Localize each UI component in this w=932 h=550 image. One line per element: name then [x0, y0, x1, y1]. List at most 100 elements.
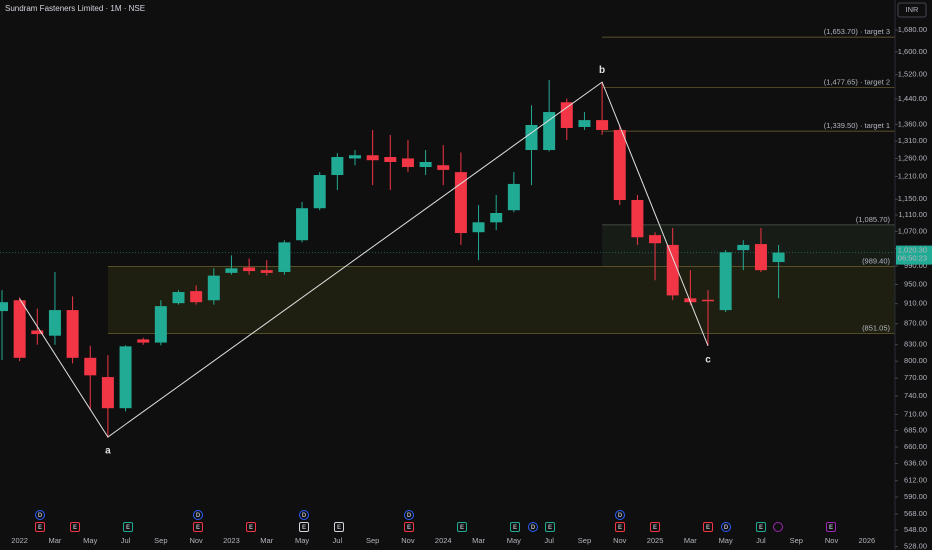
candle-body — [472, 222, 485, 233]
x-tick-label: May — [83, 536, 97, 545]
x-tick-label: Nov — [825, 536, 839, 545]
event-icon — [299, 510, 309, 520]
candle-body — [48, 310, 61, 336]
y-tick-label: 910.00 — [904, 299, 927, 308]
candle-body — [437, 165, 450, 170]
event-label: E — [759, 525, 763, 531]
event-icon — [528, 522, 538, 532]
y-tick-label: 1,600.00 — [898, 47, 927, 56]
candle-body — [719, 252, 732, 311]
candle-body — [454, 172, 467, 234]
candle-body — [243, 267, 256, 272]
event-icon — [703, 522, 713, 532]
event-label: E — [249, 525, 253, 531]
x-tick-label: 2022 — [11, 536, 28, 545]
x-tick-label: Sep — [366, 536, 379, 545]
y-tick-label: 1,360.00 — [898, 119, 927, 128]
y-tick-label: 1,070.00 — [898, 226, 927, 235]
candle-body — [649, 235, 662, 244]
wave-line — [19, 81, 709, 438]
candle-body — [349, 155, 361, 159]
x-tick-label: Sep — [154, 536, 167, 545]
candle-body — [613, 129, 626, 200]
event-label: E — [653, 525, 657, 531]
y-tick-label: 685.00 — [904, 425, 927, 434]
event-icon — [334, 522, 344, 532]
event-icon — [826, 522, 836, 532]
currency-label[interactable]: INR — [906, 5, 920, 14]
dividend-icon[interactable] — [773, 522, 783, 532]
y-tick-label: 528.00 — [904, 542, 927, 550]
wave-label: b — [599, 65, 605, 76]
currency-button[interactable] — [897, 2, 927, 18]
x-tick-label: Mar — [472, 536, 485, 545]
level-label: (989.40) — [862, 256, 890, 265]
candle-body — [737, 244, 750, 251]
x-tick-label: Jul — [333, 536, 343, 545]
candle-body — [525, 125, 538, 151]
event-label: E — [73, 525, 77, 531]
candle-body — [137, 339, 150, 343]
event-label: D — [38, 513, 43, 519]
x-tick-label: 2026 — [859, 536, 876, 545]
candle-body — [296, 208, 309, 241]
event-label: D — [618, 513, 623, 519]
level-label: (1,653.70) · target 3 — [824, 27, 890, 36]
y-tick-label: 1,260.00 — [898, 153, 927, 162]
candle-body — [225, 268, 238, 273]
zone — [107, 266, 895, 334]
countdown: 06:50:23 — [898, 254, 927, 263]
event-icon — [123, 522, 133, 532]
candle-body — [754, 244, 767, 271]
event-icon — [70, 522, 80, 532]
event-icon — [193, 510, 203, 520]
candle-body — [31, 330, 44, 335]
event-label: D — [302, 513, 307, 519]
candle-body — [384, 157, 397, 162]
candle-body — [119, 346, 132, 409]
candle-body — [507, 183, 520, 211]
y-tick-label: 660.00 — [904, 442, 927, 451]
y-tick-label: 870.00 — [904, 319, 927, 328]
level-label: (1,477.65) · target 2 — [824, 77, 890, 86]
event-icon — [246, 522, 256, 532]
candle-body — [543, 112, 556, 151]
y-tick-label: 1,440.00 — [898, 94, 927, 103]
x-tick-label: Nov — [401, 536, 415, 545]
event-label: E — [196, 525, 200, 531]
x-tick-label: Mar — [48, 536, 61, 545]
y-tick-label: 950.00 — [904, 279, 927, 288]
y-tick-label: 1,150.00 — [898, 194, 927, 203]
y-tick-label: 1,520.00 — [898, 70, 927, 79]
event-icon — [510, 522, 520, 532]
candle-body — [560, 102, 573, 128]
level-label: (1,085.70) — [856, 215, 891, 224]
y-tick-label: 590.00 — [904, 492, 927, 501]
event-icon — [404, 510, 414, 520]
x-tick-label: May — [507, 536, 521, 545]
candle-body — [0, 302, 8, 312]
y-tick-label: 568.00 — [904, 509, 927, 518]
y-tick-label: 770.00 — [904, 373, 927, 382]
event-label: E — [548, 525, 552, 531]
event-label: D — [407, 513, 412, 519]
event-icon — [615, 522, 625, 532]
x-tick-label: May — [719, 536, 733, 545]
y-tick-label: 830.00 — [904, 340, 927, 349]
candle-body — [772, 252, 785, 263]
x-tick-label: Mar — [260, 536, 273, 545]
candle-body — [207, 275, 220, 301]
candle-body — [419, 161, 432, 168]
candle-body — [84, 357, 97, 376]
event-icon — [721, 522, 731, 532]
event-icon — [404, 522, 414, 532]
event-label: E — [460, 525, 464, 531]
level-label: (851.05) — [862, 324, 890, 333]
x-tick-label: 2024 — [435, 536, 452, 545]
event-label: D — [196, 513, 201, 519]
y-tick-label: 548.00 — [904, 525, 927, 534]
y-tick-label: 612.00 — [904, 476, 927, 485]
last-price-tag — [896, 245, 932, 265]
